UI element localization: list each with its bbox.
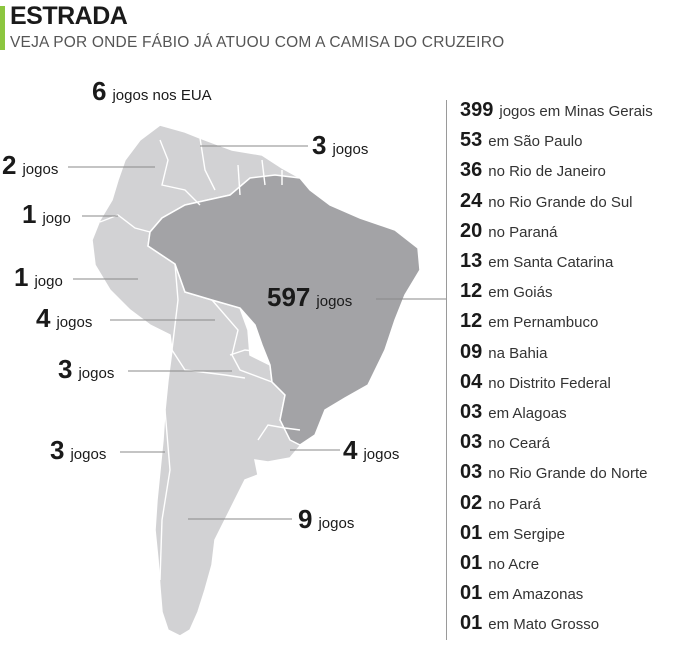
state-stat-item: 03 em Alagoas	[460, 402, 567, 422]
state-stat-count: 03	[460, 461, 483, 484]
colombia-count: 2	[2, 150, 17, 180]
argentina-text: jogos	[318, 515, 355, 532]
state-stat-item: 01 em Sergipe	[460, 523, 565, 543]
state-stat-label: no Rio Grande do Norte	[488, 465, 648, 483]
state-stat-count: 03	[460, 401, 483, 423]
chile-text: jogos	[70, 446, 107, 463]
state-stat-count: 13	[460, 250, 483, 272]
state-stat-item: 03 no Ceará	[460, 432, 550, 452]
state-stat-item: 13 em Santa Catarina	[460, 251, 613, 271]
leader-lines	[68, 145, 446, 520]
state-stat-item: 03 no Rio Grande do Norte	[460, 462, 648, 482]
usa-label: 6 jogos nos EUA	[92, 78, 212, 104]
brazil-shape	[147, 174, 421, 446]
state-stat-count: 02	[460, 491, 483, 514]
title-accent-bar	[0, 6, 5, 50]
state-stat-count: 09	[460, 340, 483, 363]
brazil-text: jogos	[316, 293, 353, 310]
state-stat-count: 01	[460, 612, 483, 635]
state-stat-count: 01	[460, 552, 483, 574]
state-stat-label: em Alagoas	[488, 405, 567, 422]
callout-argentina: 9 jogos	[298, 506, 354, 532]
state-stat-item: 399 jogos em Minas Gerais	[460, 100, 653, 120]
state-stat-count: 53	[460, 129, 483, 152]
bolivia-count: 4	[36, 303, 51, 333]
state-stat-item: 09 na Bahia	[460, 342, 547, 362]
callout-ecuador: 1 jogo	[22, 201, 71, 227]
state-stat-item: 12 em Pernambuco	[460, 311, 598, 331]
state-stat-count: 24	[460, 189, 483, 212]
state-stat-label: no Acre	[488, 556, 540, 573]
state-stat-count: 01	[460, 582, 483, 605]
bolivia-text: jogos	[56, 314, 93, 331]
paraguay-count: 3	[58, 354, 73, 384]
uruguay-count: 4	[343, 435, 358, 465]
state-stat-count: 04	[460, 370, 483, 393]
colombia-text: jogos	[22, 161, 59, 178]
venezuela-count: 3	[312, 130, 327, 160]
state-stat-item: 20 no Paraná	[460, 221, 557, 241]
peru-text: jogo	[34, 273, 63, 290]
state-stat-label: em Santa Catarina	[488, 254, 614, 271]
state-stat-label: no Rio de Janeiro	[488, 163, 606, 181]
state-stat-label: no Ceará	[488, 435, 550, 453]
state-stat-count: 12	[460, 310, 483, 333]
state-stat-item: 24 no Rio Grande do Sul	[460, 191, 633, 211]
state-stat-label: em Mato Grosso	[488, 616, 600, 634]
state-stat-count: 03	[460, 431, 483, 454]
ecuador-text: jogo	[42, 210, 71, 227]
callout-bolivia: 4 jogos	[36, 305, 92, 331]
state-stat-item: 01 em Mato Grosso	[460, 613, 599, 633]
venezuela-text: jogos	[332, 141, 369, 158]
state-stat-count: 399	[460, 99, 494, 121]
state-stat-label: em Amazonas	[488, 586, 584, 604]
state-stat-item: 12 em Goiás	[460, 281, 552, 301]
state-stat-label: no Pará	[488, 495, 541, 513]
state-stat-label: em São Paulo	[488, 133, 583, 151]
usa-text: jogos nos EUA	[112, 87, 212, 104]
page-title: ESTRADA	[10, 2, 128, 30]
chile-count: 3	[50, 435, 65, 465]
callout-brazil: 597 jogos	[267, 284, 352, 310]
paraguay-text: jogos	[78, 365, 115, 382]
state-stat-item: 01 no Acre	[460, 553, 539, 573]
stats-divider	[446, 100, 447, 640]
state-stat-label: na Bahia	[488, 344, 548, 362]
state-stat-count: 01	[460, 521, 483, 544]
argentina-count: 9	[298, 504, 313, 534]
state-stat-label: em Pernambuco	[488, 314, 599, 332]
state-stat-item: 04 no Distrito Federal	[460, 372, 611, 392]
state-stat-count: 20	[460, 219, 483, 242]
peru-count: 1	[14, 262, 29, 292]
state-stat-label: no Paraná	[488, 223, 558, 241]
country-borders	[99, 137, 301, 581]
state-stat-item: 53 em São Paulo	[460, 130, 582, 150]
state-stat-label: no Rio Grande do Sul	[488, 193, 633, 211]
state-stat-count: 36	[460, 159, 483, 182]
usa-count: 6	[92, 76, 107, 106]
ecuador-count: 1	[22, 199, 37, 229]
brazil-count: 597	[267, 282, 311, 312]
callout-colombia: 2 jogos	[2, 152, 58, 178]
callout-peru: 1 jogo	[14, 264, 63, 290]
state-stat-item: 02 no Pará	[460, 493, 541, 513]
state-stat-label: em Goiás	[488, 284, 553, 302]
state-stat-label: em Sergipe	[488, 525, 565, 543]
callout-uruguay: 4 jogos	[343, 437, 399, 463]
state-stat-item: 01 em Amazonas	[460, 583, 583, 603]
page-subtitle: VEJA POR ONDE FÁBIO JÁ ATUOU COM A CAMIS…	[10, 34, 505, 51]
callout-paraguay: 3 jogos	[58, 356, 114, 382]
state-stat-label: no Distrito Federal	[488, 374, 611, 392]
state-stat-count: 12	[460, 280, 483, 303]
uruguay-text: jogos	[363, 446, 400, 463]
callout-venezuela: 3 jogos	[312, 132, 368, 158]
state-stat-item: 36 no Rio de Janeiro	[460, 160, 606, 180]
state-stat-label: jogos em Minas Gerais	[499, 103, 653, 120]
callout-chile: 3 jogos	[50, 437, 106, 463]
